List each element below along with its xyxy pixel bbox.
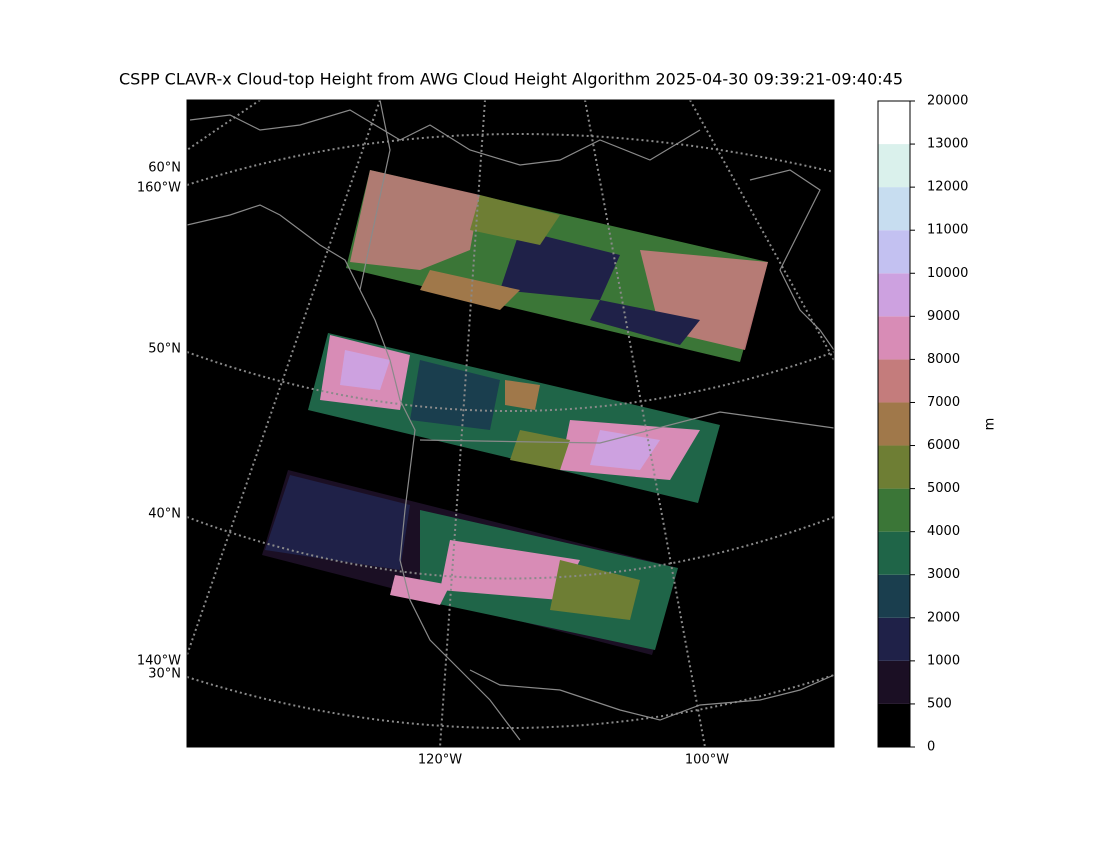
tick-label: 6000 — [927, 438, 960, 453]
coastline — [187, 204, 521, 741]
axis-label: 40°N — [148, 507, 181, 522]
colorbar-segment — [878, 359, 910, 403]
axis-label: 120°W — [418, 753, 462, 768]
tick-label: 1000 — [927, 653, 960, 668]
lon-labels: 120°W 100°W — [418, 753, 729, 768]
tick-label: 9000 — [927, 309, 960, 324]
swath — [346, 170, 768, 362]
swath — [262, 470, 678, 655]
border — [359, 100, 391, 291]
colorbar-frame — [877, 100, 911, 748]
colorbar-label: m — [983, 418, 998, 431]
colorbar-segment — [878, 101, 910, 145]
colorbar-segment — [878, 445, 910, 489]
colorbar: 0 500 1000 2000 3000 4000 5000 6000 7000 8000 9000… — [877, 94, 968, 755]
colorbar-segment — [878, 488, 910, 532]
colorbar-segment — [878, 230, 910, 274]
coastline — [189, 109, 701, 166]
coastline — [749, 169, 834, 351]
tick-label: 4000 — [927, 524, 960, 539]
tick-label: 7000 — [927, 395, 960, 410]
tick-label: 12000 — [927, 180, 968, 195]
tick-label: 5000 — [927, 481, 960, 496]
axis-label: 140°W — [137, 654, 181, 669]
colorbar-segment — [878, 144, 910, 188]
colorbar-segment — [878, 316, 910, 360]
border — [469, 669, 834, 721]
tick-label: 20000 — [927, 94, 968, 109]
tick-label: 500 — [927, 696, 952, 711]
graticule — [439, 100, 486, 747]
tick-label: 10000 — [927, 266, 968, 281]
map-frame — [186, 99, 835, 748]
colorbar-segment — [878, 660, 910, 704]
colorbar-segment — [878, 574, 910, 618]
axis-label: 50°N — [148, 342, 181, 357]
tick-label: 2000 — [927, 610, 960, 625]
graticule — [187, 351, 834, 412]
tick-label: 3000 — [927, 567, 960, 582]
colorbar-segment — [878, 402, 910, 446]
colorbar-segment — [878, 531, 910, 575]
map — [187, 100, 834, 747]
colorbar-segment — [878, 617, 910, 661]
swath — [308, 333, 720, 503]
tick-label: 0 — [927, 740, 935, 755]
colorbar-segment — [878, 273, 910, 317]
title: CSPP CLAVR-x Cloud-top Height from AWG C… — [119, 70, 903, 89]
axis-label: 160°W — [137, 181, 181, 196]
tick-label: 8000 — [927, 352, 960, 367]
colorbar-segment — [878, 703, 910, 747]
axis-label: 100°W — [685, 753, 729, 768]
tick-label: 11000 — [927, 223, 968, 238]
axis-label: 60°N — [148, 161, 181, 176]
axis-label: 30°N — [148, 667, 181, 682]
tick-label: 13000 — [927, 137, 968, 152]
lat-lon-labels: 60°N 160°W 50°N 40°N 140°W30°N — [137, 161, 181, 682]
border — [419, 411, 834, 444]
colorbar-segment — [878, 187, 910, 231]
graticule — [187, 516, 834, 580]
